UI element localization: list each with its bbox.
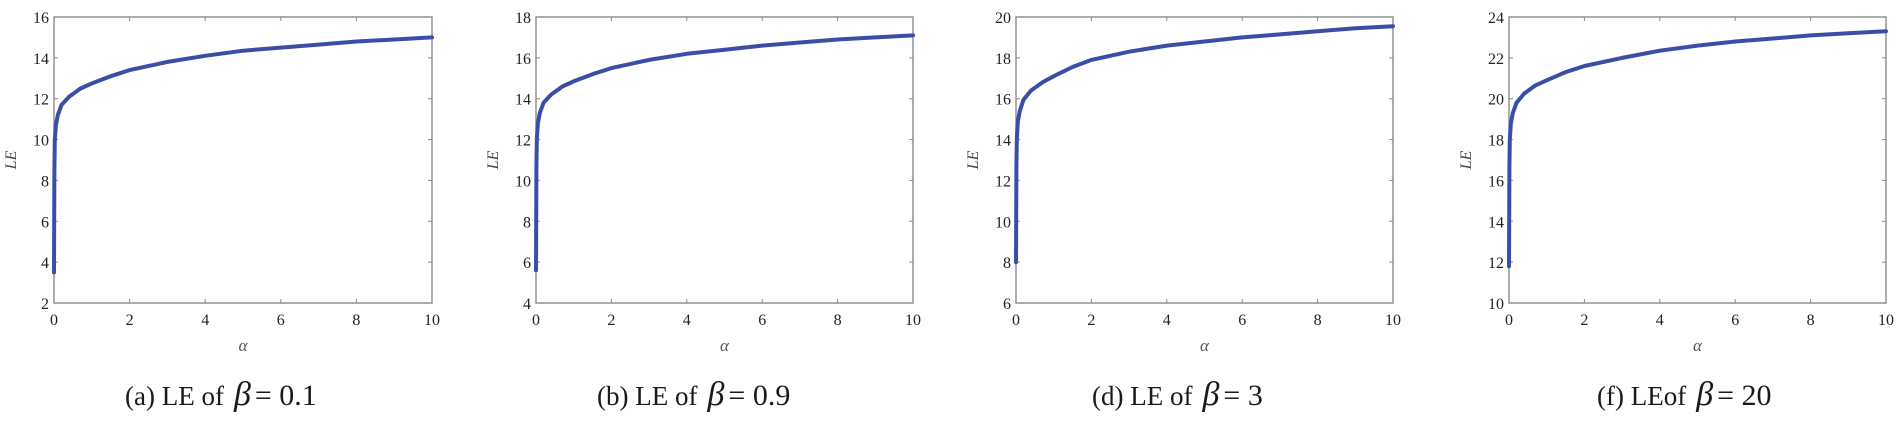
x-tick-label: 8 [834, 312, 842, 329]
x-tick-label: 0 [1505, 312, 1513, 329]
y-tick-label: 20 [995, 10, 1011, 27]
y-tick-label: 18 [515, 10, 531, 27]
caption-f: (f) LEof β = 20 [1597, 376, 1772, 414]
beta-symbol: β [707, 376, 725, 413]
y-tick-label: 14 [33, 51, 49, 68]
caption-value: = 20 [1717, 379, 1772, 412]
y-tick-label: 2 [41, 296, 49, 313]
x-tick-label: 10 [1878, 312, 1894, 329]
x-tick-label: 8 [352, 312, 360, 329]
x-tick-label: 4 [201, 312, 209, 329]
caption-d: (d) LE of β = 3 [1092, 376, 1263, 414]
y-tick-label: 12 [995, 173, 1011, 190]
y-axis-label: LE [1458, 150, 1475, 170]
y-tick-label: 18 [1488, 133, 1504, 150]
y-tick-label: 14 [515, 92, 531, 109]
x-tick-label: 6 [277, 312, 285, 329]
y-tick-label: 12 [33, 92, 49, 109]
x-tick-label: 4 [1656, 312, 1664, 329]
y-tick-label: 4 [523, 296, 531, 313]
y-tick-label: 16 [1488, 173, 1504, 190]
y-tick-label: 6 [41, 214, 49, 231]
y-tick-label: 24 [1488, 10, 1504, 27]
x-tick-label: 10 [424, 312, 440, 329]
caption-prefix: (d) LE of [1092, 381, 1193, 411]
y-tick-label: 10 [995, 214, 1011, 231]
caption-value: = 0.1 [254, 379, 317, 412]
x-tick-label: 10 [905, 312, 921, 329]
series-line [534, 33, 915, 273]
x-tick-label: 0 [532, 312, 540, 329]
series-line [1507, 29, 1888, 269]
y-axis-label: LE [485, 150, 502, 170]
y-tick-label: 16 [33, 10, 49, 27]
y-axis-label: LE [965, 150, 982, 170]
x-tick-label: 10 [1385, 312, 1401, 329]
x-axis-label: α [1693, 336, 1703, 355]
x-tick-label: 4 [1163, 312, 1171, 329]
y-tick-label: 4 [41, 255, 49, 272]
y-tick-label: 10 [33, 133, 49, 150]
caption-value: = 3 [1223, 379, 1263, 412]
y-tick-label: 16 [515, 51, 531, 68]
x-tick-label: 2 [1087, 312, 1095, 329]
x-tick-label: 8 [1314, 312, 1322, 329]
y-tick-label: 20 [1488, 92, 1504, 109]
caption-value: = 0.9 [728, 379, 791, 412]
y-tick-label: 16 [995, 92, 1011, 109]
y-tick-label: 12 [515, 133, 531, 150]
y-tick-label: 14 [1488, 214, 1504, 231]
beta-symbol: β [1202, 376, 1220, 413]
y-tick-label: 14 [995, 133, 1011, 150]
y-tick-label: 8 [41, 173, 49, 190]
plot-frame [1508, 16, 1887, 304]
beta-symbol: β [233, 376, 251, 413]
caption-prefix: (b) LE of [597, 381, 698, 411]
y-tick-label: 18 [995, 51, 1011, 68]
y-tick-label: 10 [1488, 296, 1504, 313]
caption-prefix: (f) LEof [1597, 381, 1687, 411]
y-tick-label: 6 [1003, 296, 1011, 313]
series-line [1014, 24, 1395, 265]
y-tick-label: 10 [515, 173, 531, 190]
caption-prefix: (a) LE of [125, 381, 224, 411]
y-axis-label: LE [3, 150, 20, 170]
beta-symbol: β [1696, 376, 1714, 413]
y-tick-label: 8 [523, 214, 531, 231]
x-axis-label: α [239, 336, 249, 355]
caption-a: (a) LE of β = 0.1 [125, 376, 317, 414]
x-tick-label: 2 [607, 312, 615, 329]
x-tick-label: 6 [1238, 312, 1246, 329]
y-tick-label: 8 [1003, 255, 1011, 272]
caption-b: (b) LE of β = 0.9 [597, 376, 790, 414]
x-axis-label: α [720, 336, 730, 355]
x-tick-label: 2 [126, 312, 134, 329]
y-tick-label: 22 [1488, 51, 1504, 68]
x-tick-label: 0 [50, 312, 58, 329]
x-tick-label: 4 [683, 312, 691, 329]
x-tick-label: 8 [1807, 312, 1815, 329]
y-tick-label: 12 [1488, 255, 1504, 272]
y-tick-label: 6 [523, 255, 531, 272]
series-line [52, 35, 434, 275]
x-tick-label: 6 [758, 312, 766, 329]
x-tick-label: 6 [1731, 312, 1739, 329]
x-tick-label: 0 [1012, 312, 1020, 329]
x-axis-label: α [1200, 336, 1210, 355]
x-tick-label: 2 [1580, 312, 1588, 329]
